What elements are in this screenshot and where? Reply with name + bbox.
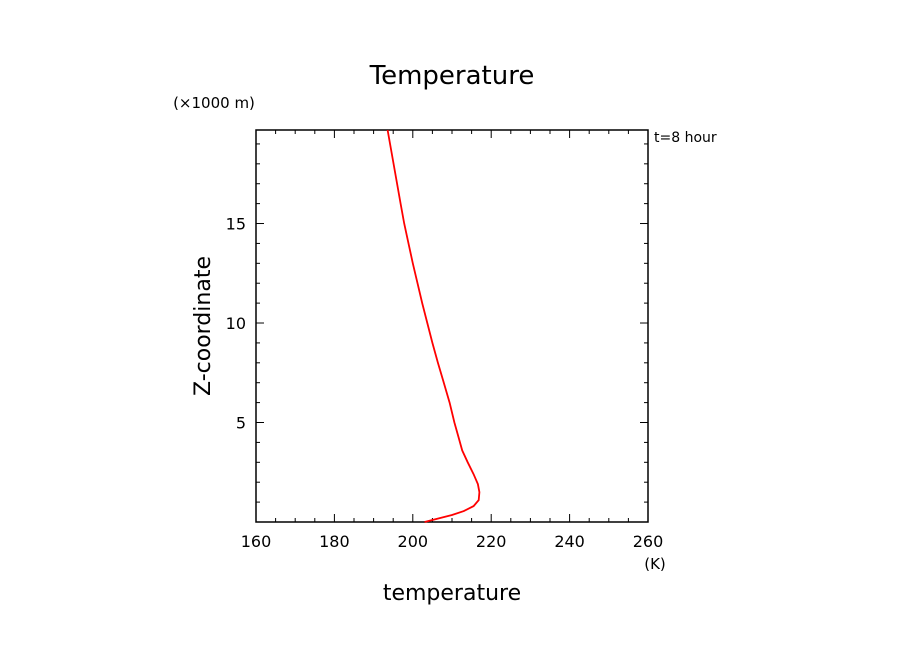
y-tick-label: 5 bbox=[236, 414, 246, 433]
x-tick-label: 260 bbox=[633, 532, 664, 551]
x-axis-label: temperature bbox=[383, 581, 521, 606]
x-tick-label: 240 bbox=[554, 532, 585, 551]
y-tick-label: 10 bbox=[226, 314, 246, 333]
x-tick-label: 220 bbox=[476, 532, 507, 551]
y-tick-label: 15 bbox=[226, 215, 246, 234]
tick-marks bbox=[255, 130, 649, 522]
y-axis-label: Z-coordinate bbox=[191, 256, 216, 396]
x-tick-labels: 160 180 200 220 240 260 bbox=[241, 532, 664, 551]
chart-title: Temperature bbox=[369, 61, 535, 91]
temperature-profile-line bbox=[386, 129, 481, 523]
y-tick-labels: 5 10 15 bbox=[226, 215, 246, 433]
y-unit-label: (×1000 m) bbox=[173, 94, 255, 112]
x-tick-label: 200 bbox=[398, 532, 429, 551]
x-unit-label: (K) bbox=[644, 555, 666, 573]
x-tick-label: 160 bbox=[241, 532, 272, 551]
plot-frame bbox=[255, 129, 649, 523]
time-annotation: t=8 hour bbox=[654, 130, 717, 146]
x-tick-label: 180 bbox=[319, 532, 350, 551]
